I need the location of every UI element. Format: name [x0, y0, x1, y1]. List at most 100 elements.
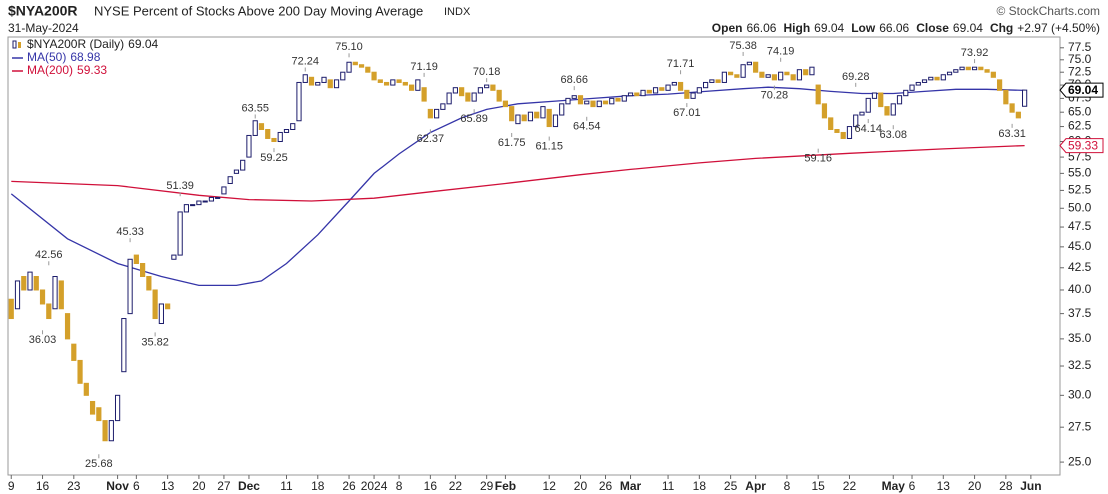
candle-body: [133, 254, 139, 265]
candle-body: [1022, 89, 1028, 107]
candle-body: [33, 276, 39, 291]
candle-body: [183, 204, 190, 213]
candle-body: [928, 76, 934, 81]
price-tag-label: 69.04: [1068, 83, 1098, 97]
y-tick-label: 72.5: [1068, 64, 1092, 78]
chart-title: $NYA200R: [8, 3, 78, 19]
candle-body: [715, 79, 721, 83]
x-tick-label: 6: [909, 479, 916, 493]
candle-body: [152, 289, 158, 320]
candle-body: [746, 61, 752, 66]
candle-body: [58, 280, 64, 310]
candle-body: [459, 87, 465, 97]
x-tick-label: 12: [543, 479, 557, 493]
candle-body: [765, 74, 771, 78]
candle-body: [709, 79, 715, 83]
x-tick-label: 22: [843, 479, 857, 493]
candle-body: [677, 81, 684, 91]
quote-label: Close: [916, 21, 949, 35]
annotation: 75.38: [729, 40, 757, 52]
candle-body: [390, 79, 396, 86]
x-tick-label: Mar: [620, 479, 642, 493]
price-tag: [1059, 82, 1104, 98]
candle-body: [146, 276, 152, 291]
quote-value: 69.04: [814, 21, 844, 35]
quote-value: 66.06: [879, 21, 909, 35]
legend-value: 69.04: [128, 37, 158, 51]
candle-body: [127, 258, 133, 315]
quote-value: 66.06: [746, 21, 776, 35]
legend-entry: $NYA200R (Daily) 69.04: [27, 37, 159, 51]
candle-body: [596, 100, 602, 108]
annotation: 65.89: [460, 113, 488, 125]
x-tick-label: 18: [693, 479, 707, 493]
candle-body: [1009, 103, 1015, 113]
candle-body: [8, 298, 14, 320]
candle-body: [721, 71, 727, 83]
annotation: 59.25: [260, 152, 288, 164]
candle-body: [77, 359, 83, 384]
candle-body: [809, 66, 815, 76]
annotation: 74.19: [767, 46, 795, 58]
candle-body: [296, 81, 302, 122]
candle-body: [333, 79, 340, 89]
candle-body: [158, 303, 164, 325]
candle-body: [415, 79, 421, 91]
annotation: 62.37: [417, 133, 445, 145]
candle-body: [652, 87, 659, 94]
legend-icon: [18, 42, 21, 48]
candle-body: [521, 114, 527, 122]
y-tick-label: 45.0: [1068, 239, 1092, 253]
annotation: 42.56: [35, 249, 63, 261]
candle-body: [734, 74, 740, 78]
candle-body: [108, 420, 114, 442]
candle-body: [509, 106, 515, 122]
candle-body: [352, 61, 358, 66]
candle-body: [302, 74, 308, 83]
annotation: 45.33: [116, 226, 144, 238]
price-tag: [1059, 138, 1104, 154]
candle-body: [277, 131, 283, 143]
x-tick-label: 23: [67, 479, 81, 493]
candle-body: [365, 66, 371, 73]
candle-body: [427, 108, 433, 119]
candle-body: [565, 97, 571, 105]
candle-body: [946, 71, 953, 76]
annotation: 63.08: [879, 129, 907, 141]
x-tick-label: 16: [36, 479, 50, 493]
date: 31-May-2024: [8, 21, 79, 35]
candle-body: [640, 89, 646, 97]
candle-body: [327, 79, 333, 89]
x-tick-label: 11: [662, 479, 675, 493]
quote-value: 69.04: [953, 21, 983, 35]
y-tick-label: 75.0: [1068, 52, 1092, 66]
candle-body: [853, 114, 859, 128]
candle-body: [471, 92, 477, 102]
x-tick-label: 20: [574, 479, 588, 493]
candle-body: [258, 123, 265, 131]
y-tick-label: 35.0: [1068, 331, 1092, 345]
y-tick-label: 52.5: [1068, 183, 1092, 197]
ma-line: [11, 144, 1025, 202]
x-tick-label: 26: [599, 479, 613, 493]
candle-body: [190, 204, 196, 207]
annotation: 64.54: [573, 121, 601, 133]
quote-label: Low: [851, 21, 876, 35]
chart-subtitle: NYSE Percent of Stocks Above 200 Day Mov…: [94, 3, 423, 18]
x-tick-label: Jun: [1020, 479, 1041, 493]
candle-body: [771, 74, 778, 81]
candle-body: [440, 103, 446, 110]
candle-body: [527, 111, 534, 122]
candle-body: [271, 137, 277, 143]
candle-body: [202, 200, 208, 203]
candle-body: [14, 280, 21, 310]
candle-body: [759, 71, 765, 78]
candle-body: [552, 114, 559, 128]
y-tick-label: 42.5: [1068, 260, 1092, 274]
candle-body: [496, 89, 502, 102]
x-tick-label: 16: [424, 479, 438, 493]
legend-value: 68.98: [70, 50, 100, 64]
annotation: 67.01: [673, 107, 701, 119]
x-tick-label: 28: [999, 479, 1013, 493]
